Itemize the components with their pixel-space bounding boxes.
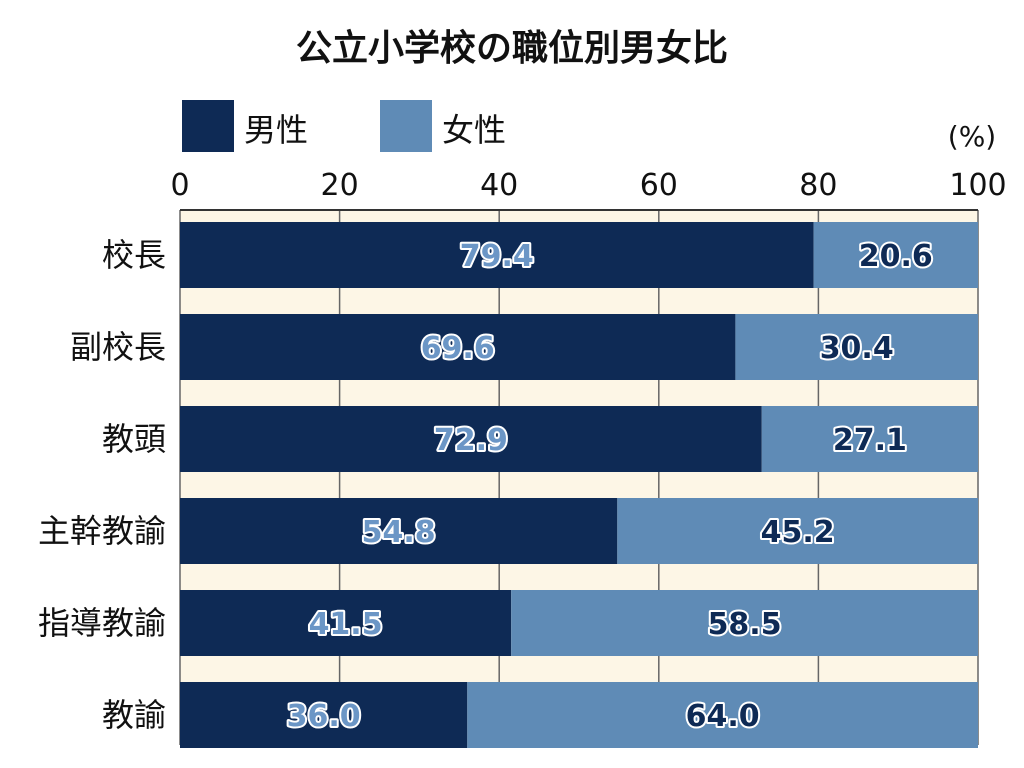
- bar-value-label: 41.5: [309, 607, 383, 642]
- chart-title: 公立小学校の職位別男女比: [296, 27, 728, 69]
- x-tick-label: 20: [321, 168, 359, 203]
- bar-female: [467, 682, 978, 748]
- gridlines: [179, 209, 979, 745]
- bar-value-label: 72.9: [434, 423, 508, 458]
- category-label: 指導教諭: [38, 604, 166, 642]
- x-tick-label: 60: [640, 168, 678, 203]
- category-label: 校長: [102, 236, 166, 274]
- bar-value-label: 45.2: [761, 515, 835, 550]
- bar-female: [813, 222, 978, 288]
- bar-value-label: 69.6: [421, 331, 495, 366]
- bar-male: [180, 590, 512, 656]
- x-tick-label: 40: [480, 168, 518, 203]
- bar-male: [180, 682, 468, 748]
- bar-female: [617, 498, 978, 564]
- x-axis-ticks: 0 20 40 60 80 100: [170, 168, 1006, 203]
- bar-female: [735, 314, 978, 380]
- bars: [180, 222, 978, 748]
- category-label: 副校長: [70, 328, 166, 366]
- bar-female: [511, 590, 978, 656]
- bar-value-label: 30.4: [820, 331, 894, 366]
- bar-value-label: 64.0: [686, 699, 760, 734]
- legend-swatch-female: [380, 100, 432, 152]
- legend-swatch-male: [182, 100, 234, 152]
- category-label: 教諭: [102, 696, 166, 734]
- bar-value-label: 20.6: [859, 239, 933, 274]
- bar-value-label: 27.1: [833, 423, 907, 458]
- category-label: 教頭: [102, 420, 166, 458]
- bar-male: [180, 498, 618, 564]
- x-tick-label: 0: [170, 168, 189, 203]
- legend: 男性 女性: [182, 100, 506, 152]
- bar-value-label: 36.0: [287, 699, 361, 734]
- bar-male: [180, 222, 814, 288]
- bar-value-label: 79.4: [460, 239, 534, 274]
- bar-male: [180, 314, 736, 380]
- legend-label-female: 女性: [442, 111, 506, 149]
- unit-label: (%): [948, 120, 996, 153]
- value-labels: 79.4 20.6 69.6 30.4 72.9 27.1 54.8 45.2 41.5 58.5…: [285, 237, 935, 736]
- plot-background: [180, 210, 978, 745]
- category-label: 主幹教諭: [38, 512, 166, 550]
- bar-female: [761, 406, 978, 472]
- legend-label-male: 男性: [244, 111, 308, 149]
- bar-male: [180, 406, 762, 472]
- x-tick-label: 80: [799, 168, 837, 203]
- bar-value-label: 54.8: [362, 515, 436, 550]
- bar-value-label: 58.5: [708, 607, 782, 642]
- x-tick-label: 100: [949, 168, 1006, 203]
